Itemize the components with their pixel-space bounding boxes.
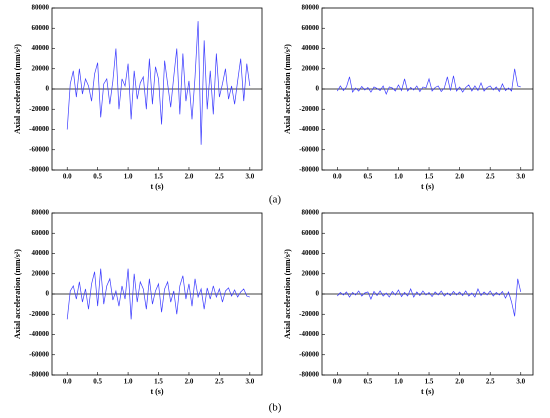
- x-tick-label: 3.0: [245, 173, 254, 181]
- x-tick-label: 1.0: [394, 173, 403, 181]
- y-tick-label: 0: [316, 290, 320, 298]
- y-tick-label: -40000: [299, 125, 319, 133]
- x-tick-label: 3.0: [516, 378, 525, 386]
- x-tick-label: 1.0: [124, 378, 133, 386]
- x-tick-label: 3.0: [516, 173, 525, 181]
- y-tick-label: 20000: [32, 64, 50, 72]
- y-tick-label: -40000: [29, 125, 49, 133]
- y-tick-label: 60000: [302, 229, 320, 237]
- y-tick-label: 20000: [302, 64, 320, 72]
- y-tick-label: 20000: [302, 269, 320, 277]
- y-tick-label: 60000: [32, 24, 50, 32]
- y-tick-label: 40000: [302, 249, 320, 257]
- y-tick-label: 80000: [32, 4, 50, 12]
- y-tick-label: -80000: [299, 371, 319, 379]
- x-tick-label: 0.5: [363, 173, 372, 181]
- y-tick-label: 80000: [302, 4, 320, 12]
- x-tick-label: 1.5: [425, 173, 434, 181]
- x-tick-label: 2.0: [455, 378, 464, 386]
- x-axis-label: t (s): [150, 182, 163, 191]
- x-tick-label: 0.0: [333, 173, 342, 181]
- y-axis-label: Axial acceleration (mm/s²): [13, 249, 22, 339]
- y-axis-label: Axial acceleration (mm/s²): [283, 44, 292, 134]
- x-tick-label: 1.5: [425, 378, 434, 386]
- x-tick-label: 0.5: [363, 378, 372, 386]
- x-tick-label: 2.0: [185, 173, 194, 181]
- y-tick-label: -40000: [299, 330, 319, 338]
- data-line: [66, 21, 251, 145]
- x-tick-label: 0.5: [93, 173, 102, 181]
- x-tick-label: 3.0: [245, 378, 254, 386]
- y-tick-label: -20000: [299, 105, 319, 113]
- y-tick-label: 40000: [32, 249, 50, 257]
- y-tick-label: -80000: [29, 371, 49, 379]
- y-tick-label: 0: [46, 85, 50, 93]
- x-tick-label: 0.0: [63, 378, 72, 386]
- y-tick-label: -60000: [29, 350, 49, 358]
- x-tick-label: 2.0: [185, 378, 194, 386]
- y-tick-label: -20000: [29, 310, 49, 318]
- x-tick-label: 1.0: [124, 173, 133, 181]
- panel-label: (b): [269, 402, 282, 414]
- x-tick-label: 0.5: [93, 378, 102, 386]
- x-tick-label: 1.5: [154, 173, 163, 181]
- data-line: [336, 68, 521, 95]
- y-tick-label: 0: [316, 85, 320, 93]
- y-axis-label: Axial acceleration (mm/s²): [283, 249, 292, 339]
- x-tick-label: 1.0: [394, 378, 403, 386]
- y-tick-label: -40000: [29, 330, 49, 338]
- y-tick-label: -20000: [29, 105, 49, 113]
- y-tick-label: -60000: [29, 145, 49, 153]
- x-tick-label: 2.5: [215, 378, 224, 386]
- y-tick-label: 0: [46, 290, 50, 298]
- y-tick-label: -60000: [299, 350, 319, 358]
- y-tick-label: 40000: [32, 44, 50, 52]
- y-tick-label: -80000: [299, 166, 319, 174]
- x-tick-label: 2.5: [215, 173, 224, 181]
- y-tick-label: -20000: [299, 310, 319, 318]
- y-tick-label: 60000: [32, 229, 50, 237]
- y-tick-label: 80000: [302, 209, 320, 217]
- x-axis-label: t (s): [150, 387, 163, 396]
- y-tick-label: 20000: [32, 269, 50, 277]
- panel-label: (a): [269, 194, 282, 206]
- y-tick-label: 40000: [302, 44, 320, 52]
- x-tick-label: 0.0: [63, 173, 72, 181]
- x-axis-label: t (s): [421, 387, 434, 396]
- x-axis-label: t (s): [421, 182, 434, 191]
- y-tick-label: -60000: [299, 145, 319, 153]
- x-tick-label: 1.5: [154, 378, 163, 386]
- x-tick-label: 2.5: [486, 378, 495, 386]
- data-line: [337, 278, 522, 317]
- x-tick-label: 2.0: [455, 173, 464, 181]
- x-tick-label: 2.5: [486, 173, 495, 181]
- y-tick-label: -80000: [29, 166, 49, 174]
- y-tick-label: 60000: [302, 24, 320, 32]
- data-line: [66, 268, 250, 320]
- y-axis-label: Axial acceleration (mm/s²): [13, 44, 22, 134]
- y-tick-label: 80000: [32, 209, 50, 217]
- x-tick-label: 0.0: [333, 378, 342, 386]
